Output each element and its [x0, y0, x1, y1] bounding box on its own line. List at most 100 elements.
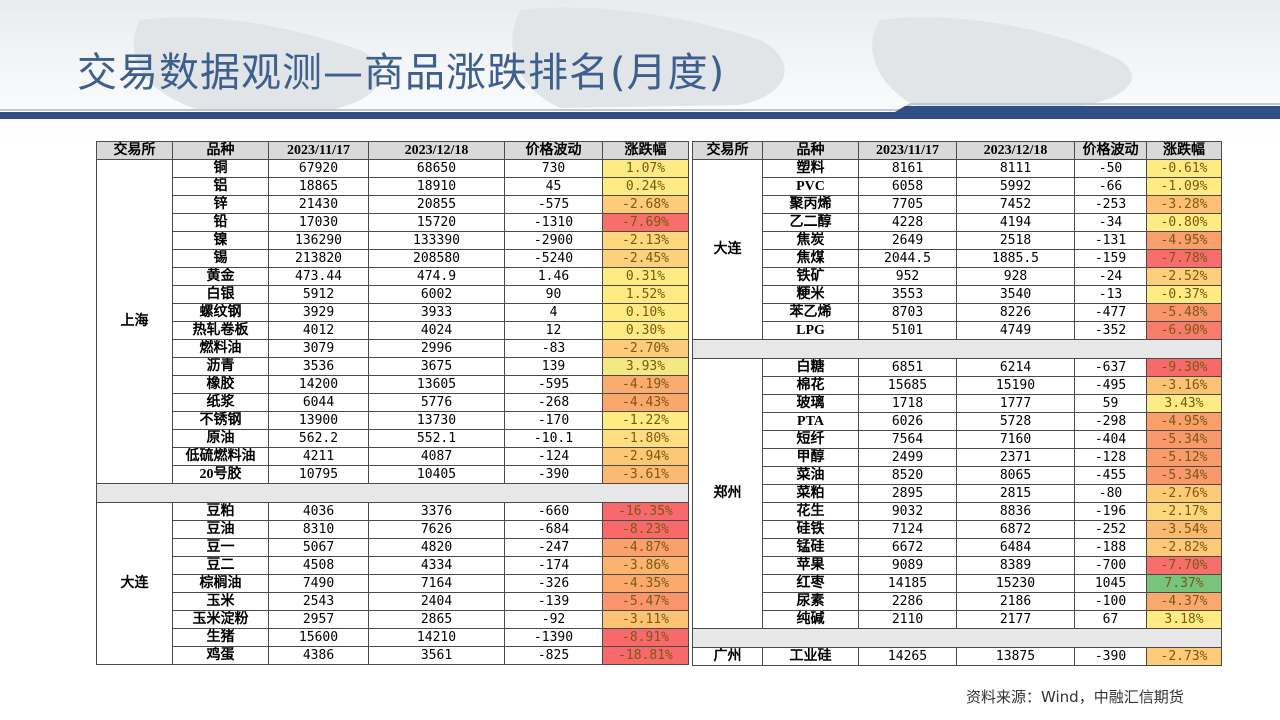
pct-change-cell: -4.19% — [602, 375, 689, 394]
table-row: 原油 562.2 552.1 -10.1 -1.80% — [97, 429, 689, 448]
variety-cell: 棕榈油 — [172, 574, 269, 593]
price-2023-11-17-cell: 2499 — [858, 448, 957, 467]
price-2023-11-17-cell: 9089 — [858, 556, 957, 575]
price-2023-12-18-cell: 1885.5 — [956, 249, 1075, 268]
price-change-cell: -196 — [1074, 502, 1147, 521]
price-2023-11-17-cell: 2895 — [858, 484, 957, 503]
table-row: 豆油 8310 7626 -684 -8.23% — [97, 520, 689, 539]
pct-change-cell: -5.34% — [1146, 430, 1222, 449]
price-2023-11-17-cell: 3929 — [268, 303, 369, 322]
price-2023-12-18-cell: 1777 — [956, 394, 1075, 413]
price-2023-12-18-cell: 2865 — [368, 610, 505, 629]
price-2023-12-18-cell: 15230 — [956, 574, 1075, 593]
price-change-cell: -684 — [504, 520, 603, 539]
price-2023-11-17-cell: 5067 — [268, 538, 369, 557]
variety-cell: 豆一 — [172, 538, 269, 557]
exchange-cell: 郑州 — [692, 358, 763, 629]
price-2023-12-18-cell: 20855 — [368, 195, 505, 214]
price-2023-11-17-cell: 8520 — [858, 466, 957, 485]
table-row: 豆二 4508 4334 -174 -3.86% — [97, 556, 689, 575]
variety-cell: 工业硅 — [762, 647, 859, 666]
price-change-cell: -124 — [504, 447, 603, 466]
table-row: 不锈钢 13900 13730 -170 -1.22% — [97, 411, 689, 430]
variety-cell: 铜 — [172, 159, 269, 178]
variety-cell: 焦煤 — [762, 249, 859, 268]
table-row: 玻璃 1718 1777 59 3.43% — [693, 394, 1222, 413]
table-row: 镍 136290 133390 -2900 -2.13% — [97, 231, 689, 250]
price-change-cell: -159 — [1074, 249, 1147, 268]
price-change-cell: -495 — [1074, 376, 1147, 395]
price-2023-12-18-cell: 474.9 — [368, 267, 505, 286]
price-change-cell: -1310 — [504, 213, 603, 232]
variety-cell: 燃料油 — [172, 339, 269, 358]
price-change-cell: 45 — [504, 177, 603, 196]
price-change-cell: -34 — [1074, 213, 1147, 232]
price-2023-12-18-cell: 7626 — [368, 520, 505, 539]
pct-change-cell: -8.91% — [602, 628, 689, 647]
pct-change-cell: -5.34% — [1146, 466, 1222, 485]
section-separator-row — [96, 483, 689, 503]
price-2023-12-18-cell: 2177 — [956, 610, 1075, 629]
price-2023-11-17-cell: 7564 — [858, 430, 957, 449]
price-change-cell: -50 — [1074, 159, 1147, 178]
table-row: 铝 18865 18910 45 0.24% — [97, 177, 689, 196]
pct-change-cell: -5.48% — [1146, 303, 1222, 322]
table-row: PTA 6026 5728 -298 -4.95% — [693, 412, 1222, 431]
variety-cell: 棉花 — [762, 376, 859, 395]
variety-cell: 锰硅 — [762, 538, 859, 557]
price-change-cell: -390 — [504, 465, 603, 484]
pct-change-cell: -2.70% — [602, 339, 689, 358]
price-2023-11-17-cell: 14185 — [858, 574, 957, 593]
price-change-cell: -13 — [1074, 285, 1147, 304]
variety-cell: 生猪 — [172, 628, 269, 647]
pct-change-cell: -1.09% — [1146, 177, 1222, 196]
right-ranking-table: 交易所 品种 2023/11/17 2023/12/18 价格波动 涨跌幅 大连… — [692, 141, 1222, 666]
price-change-cell: -10.1 — [504, 429, 603, 448]
price-change-cell: -268 — [504, 393, 603, 412]
price-2023-12-18-cell: 4024 — [368, 321, 505, 340]
variety-cell: 黄金 — [172, 267, 269, 286]
pct-change-cell: -5.47% — [602, 592, 689, 611]
variety-cell: 铁矿 — [762, 267, 859, 286]
price-change-cell: 139 — [504, 357, 603, 376]
table-row: LPG 5101 4749 -352 -6.90% — [693, 321, 1222, 340]
header-date-2: 2023/12/18 — [368, 141, 505, 160]
price-change-cell: -83 — [504, 339, 603, 358]
variety-cell: 橡胶 — [172, 375, 269, 394]
price-2023-11-17-cell: 8703 — [858, 303, 957, 322]
price-2023-11-17-cell: 8161 — [858, 159, 957, 178]
price-2023-12-18-cell: 5776 — [368, 393, 505, 412]
variety-cell: 铅 — [172, 213, 269, 232]
pct-change-cell: -4.43% — [602, 393, 689, 412]
left-ranking-table: 交易所 品种 2023/11/17 2023/12/18 价格波动 涨跌幅 上海… — [96, 141, 689, 665]
pct-change-cell: -9.30% — [1146, 358, 1222, 377]
price-2023-12-18-cell: 13730 — [368, 411, 505, 430]
price-2023-12-18-cell: 13605 — [368, 375, 505, 394]
pct-change-cell: -4.35% — [602, 574, 689, 593]
price-2023-11-17-cell: 2957 — [268, 610, 369, 629]
variety-cell: 镍 — [172, 231, 269, 250]
price-2023-11-17-cell: 562.2 — [268, 429, 369, 448]
pct-change-cell: -2.94% — [602, 447, 689, 466]
pct-change-cell: -2.73% — [1146, 647, 1222, 666]
variety-cell: 菜粕 — [762, 484, 859, 503]
exchange-cell: 大连 — [692, 159, 763, 340]
pct-change-cell: -2.45% — [602, 249, 689, 268]
table-row: 玉米淀粉 2957 2865 -92 -3.11% — [97, 610, 689, 629]
price-2023-11-17-cell: 6851 — [858, 358, 957, 377]
header-date-2: 2023/12/18 — [956, 141, 1075, 160]
price-2023-12-18-cell: 2996 — [368, 339, 505, 358]
price-2023-11-17-cell: 473.44 — [268, 267, 369, 286]
exchange-cell: 上海 — [96, 159, 173, 484]
pct-change-cell: -0.80% — [1146, 213, 1222, 232]
variety-cell: 玉米淀粉 — [172, 610, 269, 629]
price-2023-12-18-cell: 2186 — [956, 592, 1075, 611]
price-2023-12-18-cell: 3376 — [368, 502, 505, 521]
variety-cell: 螺纹钢 — [172, 303, 269, 322]
pct-change-cell: -7.78% — [1146, 249, 1222, 268]
pct-change-cell: -2.82% — [1146, 538, 1222, 557]
variety-cell: 塑料 — [762, 159, 859, 178]
table-row: 纯碱 2110 2177 67 3.18% — [693, 610, 1222, 629]
variety-cell: 花生 — [762, 502, 859, 521]
price-change-cell: -352 — [1074, 321, 1147, 340]
